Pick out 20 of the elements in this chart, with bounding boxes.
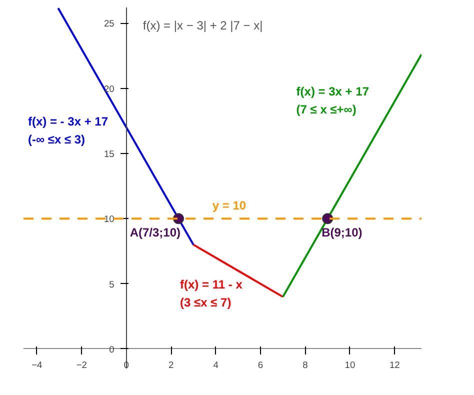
y-tick-label: 15: [104, 148, 114, 159]
y-tick-label: 5: [109, 279, 114, 290]
x-tick-label: 2: [168, 360, 174, 370]
y-tick-label: 25: [104, 18, 114, 29]
annotation: A(7/3;10): [130, 226, 181, 240]
series-label: f(x) = - 3x + 17 (-∞ ≤x ≤ 3): [28, 114, 108, 147]
x-tick-label: −2: [76, 360, 87, 370]
text: f(x) = |x − 3| + 2 |7 − x|: [142, 18, 263, 32]
x-tick-label: −4: [32, 360, 42, 370]
x-tick-label: 8: [302, 360, 308, 370]
x-tick-label: 6: [258, 360, 264, 370]
x-tick-label: 10: [344, 360, 356, 370]
ref-line-label: y = 10: [212, 198, 246, 213]
x-tick-label: 4: [213, 360, 218, 370]
y-tick-label: 10: [104, 214, 114, 224]
x-tick-label: 12: [389, 360, 400, 370]
annotation: B(9;10): [322, 226, 362, 240]
series-label: f(x) = 11 - x (3 ≤x ≤ 7): [180, 278, 243, 310]
series-label: f(x) = 3x + 17 (7 ≤ x ≤+∞): [296, 84, 370, 117]
y-tick-label: 20: [104, 84, 114, 94]
